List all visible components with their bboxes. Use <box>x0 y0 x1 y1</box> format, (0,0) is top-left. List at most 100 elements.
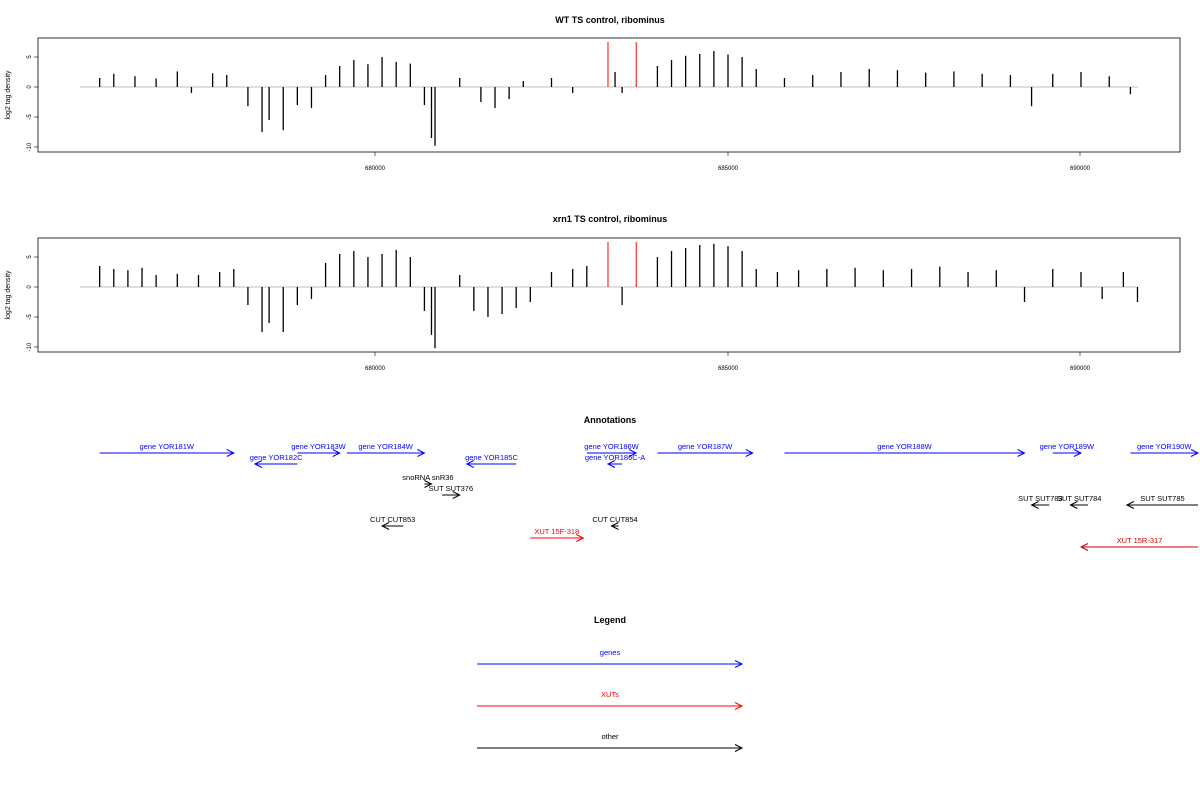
feature-label: SUT SUT785 <box>1140 494 1184 503</box>
strand-arrowhead <box>1069 501 1078 509</box>
strand-arrowhead <box>380 522 390 530</box>
y-tick-label: -10 <box>27 342 33 351</box>
feature-label: gene YOR181W <box>139 442 194 451</box>
strand-arrowhead <box>424 480 433 488</box>
y-axis-label: log2 tag density <box>5 70 12 120</box>
feature-label: gene YOR182C <box>250 453 303 462</box>
annotation-feature: gene YOR182C <box>250 453 303 468</box>
y-tick-label: 5 <box>27 255 33 259</box>
strand-arrowhead <box>1017 449 1026 457</box>
bars-wt <box>99 42 1132 146</box>
feature-label: gene YOR183W <box>291 442 346 451</box>
y-tick-label: -5 <box>27 114 33 120</box>
legend-entry: genes <box>477 648 744 668</box>
annotation-feature: gene YOR186W <box>584 442 640 457</box>
feature-label: SUT SUT376 <box>429 484 473 493</box>
annotation-feature: gene YOR181W <box>99 442 235 457</box>
panel-xrn1: xrn1 TS control, ribominus log2 tag dens… <box>5 214 1181 372</box>
annotation-feature: gene YOR183W <box>291 442 347 457</box>
strand-arrowhead <box>606 460 616 468</box>
x-axis: 680000 685000 690000 <box>365 352 1091 372</box>
feature-label: gene YOR188W <box>877 442 932 451</box>
strand-arrowhead <box>417 449 426 457</box>
annotation-feature: gene YOR190W <box>1130 442 1200 457</box>
panel-wt: WT TS control, ribominus log2 tag densit… <box>5 15 1181 172</box>
strand-arrowhead <box>465 460 475 468</box>
annotation-feature: SUT SUT376 <box>429 484 473 499</box>
x-axis: 680000 685000 690000 <box>365 152 1091 172</box>
y-tick-label: 0 <box>27 285 33 289</box>
strand-arrowhead <box>1030 501 1039 509</box>
x-tick-label: 680000 <box>365 166 386 172</box>
y-axis: -10 -5 0 5 <box>27 55 38 151</box>
legend: Legend genes XUTs other <box>477 615 744 752</box>
x-tick-label: 680000 <box>365 366 386 372</box>
feature-label: XUT 15F-318 <box>534 527 579 536</box>
strand-arrowhead <box>1073 449 1083 457</box>
annotation-features: gene YOR181W gene YOR182C gene YOR183W gene… <box>99 442 1200 551</box>
annotation-feature: CUT CUT854 <box>592 515 638 530</box>
feature-label: gene YOR187W <box>678 442 733 451</box>
annotation-feature: CUT CUT853 <box>370 515 415 530</box>
annotation-feature: XUT 15F-318 <box>530 527 585 542</box>
y-tick-label: -5 <box>27 314 33 320</box>
annotation-feature: SUT SUT783 <box>1018 494 1063 509</box>
annotation-feature: SUT SUT785 <box>1125 494 1198 509</box>
strand-arrowhead <box>745 449 754 457</box>
legend-arrowhead <box>734 744 744 752</box>
annotation-feature: gene YOR184W <box>346 442 426 457</box>
feature-label: snoRNA snR36 <box>402 473 453 482</box>
strand-arrowhead <box>452 491 461 499</box>
annotation-feature: gene YOR187W <box>657 442 754 457</box>
annotation-feature: gene YOR189W <box>1040 442 1095 457</box>
annotation-feature: XUT 15R-317 <box>1079 536 1198 551</box>
feature-label: XUT 15R-317 <box>1117 536 1163 545</box>
y-axis-label: log2 tag density <box>5 270 12 320</box>
legend-arrowhead <box>734 660 744 668</box>
legend-entry: other <box>477 732 744 752</box>
annotation-feature: gene YOR185C <box>465 453 518 468</box>
feature-label: gene YOR189W <box>1040 442 1095 451</box>
x-tick-label: 685000 <box>718 366 739 372</box>
y-tick-label: 5 <box>27 55 33 59</box>
legend-entry: XUTs <box>477 690 744 710</box>
x-tick-label: 690000 <box>1070 166 1091 172</box>
strand-arrowhead <box>610 522 619 530</box>
legend-arrowhead <box>734 702 744 710</box>
strand-arrowhead <box>332 449 341 457</box>
strand-arrowhead <box>253 460 263 468</box>
annotation-feature: gene YOR186C-A <box>585 453 645 468</box>
annotation-feature: snoRNA snR36 <box>402 473 454 488</box>
plot-frame <box>37 237 1181 353</box>
panel-title: WT TS control, ribominus <box>555 15 665 25</box>
legend-label: XUTs <box>601 690 619 699</box>
strand-arrowhead <box>1125 501 1135 509</box>
x-tick-label: 685000 <box>718 166 739 172</box>
feature-label: SUT SUT784 <box>1057 494 1101 503</box>
strand-arrowhead <box>576 534 585 542</box>
feature-label: gene YOR186W <box>584 442 639 451</box>
y-axis: -10 -5 0 5 <box>27 255 38 351</box>
strand-arrowhead <box>1079 543 1089 551</box>
bars-xrn1 <box>99 242 1139 349</box>
strand-arrowhead <box>1190 449 1200 457</box>
feature-label: SUT SUT783 <box>1018 494 1062 503</box>
feature-label: CUT CUT853 <box>370 515 415 524</box>
feature-label: gene YOR184W <box>358 442 413 451</box>
strand-arrowhead <box>226 449 235 457</box>
legend-title: Legend <box>594 615 626 625</box>
legend-entries: genes XUTs other <box>477 648 744 752</box>
feature-label: gene YOR185C <box>465 453 518 462</box>
feature-label: gene YOR190W <box>1137 442 1192 451</box>
annotations-title: Annotations <box>584 415 637 425</box>
legend-label: other <box>601 732 619 741</box>
x-tick-label: 690000 <box>1070 366 1091 372</box>
y-tick-label: 0 <box>27 85 33 89</box>
annotation-feature: gene YOR188W <box>784 442 1026 457</box>
annotation-feature: SUT SUT784 <box>1057 494 1101 509</box>
panel-title: xrn1 TS control, ribominus <box>553 214 668 224</box>
legend-label: genes <box>600 648 621 657</box>
feature-label: gene YOR186C-A <box>585 453 645 462</box>
